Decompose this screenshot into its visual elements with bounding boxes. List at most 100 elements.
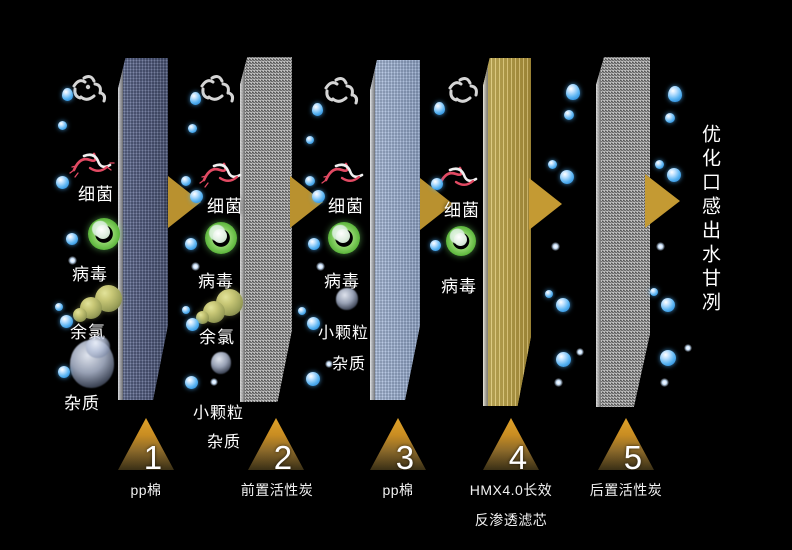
- fine-particle-icon: [336, 288, 358, 310]
- sparkle-icon: [554, 378, 563, 387]
- water-droplet-icon: [306, 136, 314, 144]
- water-droplet-icon: [566, 84, 580, 100]
- water-droplet-icon: [434, 102, 445, 115]
- sparkle-icon: [68, 256, 77, 265]
- filter-panel-1-pp-cotton: [118, 58, 168, 400]
- bacteria-icon: [318, 156, 370, 192]
- virus-icon: [446, 226, 476, 256]
- water-droplet-icon: [668, 86, 682, 102]
- label-virus: 病毒: [198, 272, 234, 291]
- sediment-icon: [64, 70, 114, 110]
- step-label-4-line1: HMX4.0长效: [469, 482, 553, 498]
- filter-panel-5-post-carbon: [596, 57, 650, 407]
- label-residual-chlorine: 余氯: [199, 328, 235, 347]
- sparkle-icon: [656, 242, 665, 251]
- outlet-slogan: 优化口感出水甘冽: [699, 124, 720, 316]
- panel-3-media-surface: [370, 60, 420, 400]
- step-marker-1[interactable]: 1: [118, 418, 174, 474]
- step-label-5: 后置活性炭: [589, 482, 663, 498]
- sparkle-icon: [660, 378, 669, 387]
- sparkle-icon: [551, 242, 560, 251]
- sediment-icon: [192, 70, 242, 110]
- step-number-5: 5: [623, 438, 643, 476]
- flow-arrow-5: [645, 174, 680, 228]
- water-droplet-icon: [190, 190, 203, 203]
- step-label-4-line2: 反渗透滤芯: [474, 512, 548, 528]
- water-droplet-icon: [306, 372, 320, 386]
- bacteria-icon: [66, 146, 118, 182]
- water-droplet-icon: [55, 303, 63, 311]
- water-droplet-icon: [181, 176, 191, 186]
- sparkle-icon: [210, 378, 218, 386]
- label-bacteria: 细菌: [207, 197, 243, 216]
- step-marker-4[interactable]: 4: [483, 418, 539, 474]
- water-droplet-icon: [430, 240, 441, 251]
- sparkle-icon: [684, 344, 692, 352]
- water-droplet-icon: [650, 288, 658, 296]
- label-bacteria: 细菌: [78, 185, 114, 204]
- water-droplet-icon: [298, 307, 306, 315]
- water-droplet-icon: [185, 238, 197, 250]
- panel-1-media-surface: [118, 58, 168, 400]
- water-droplet-icon: [190, 92, 201, 105]
- panel-4-edge: [483, 58, 488, 406]
- filter-panel-4-ro-membrane: [483, 58, 531, 406]
- virus-icon: [205, 222, 237, 254]
- water-droplet-icon: [660, 350, 676, 366]
- water-droplet-icon: [661, 298, 675, 312]
- fine-particle-icon: [211, 352, 231, 374]
- water-droplet-icon: [560, 170, 574, 184]
- label-virus: 病毒: [324, 272, 360, 291]
- water-droplet-icon: [312, 190, 325, 203]
- step-number-2: 2: [273, 438, 293, 476]
- panel-5-edge: [596, 57, 601, 407]
- panel-4-media-surface: [483, 58, 531, 406]
- water-droplet-icon: [58, 121, 67, 130]
- water-droplet-icon: [60, 315, 73, 328]
- panel-1-edge: [118, 58, 123, 400]
- sparkle-icon: [576, 348, 584, 356]
- filter-panel-3-pp-cotton: [370, 60, 420, 400]
- step-marker-3[interactable]: 3: [370, 418, 426, 474]
- step-label-3: pp棉: [382, 482, 414, 498]
- impurity-blob-icon: [86, 336, 110, 358]
- water-droplet-icon: [182, 306, 190, 314]
- step-label-2: 前置活性炭: [240, 482, 314, 498]
- water-droplet-icon: [667, 168, 681, 182]
- step-number-3: 3: [395, 438, 415, 476]
- water-droplet-icon: [665, 113, 675, 123]
- water-droplet-icon: [305, 176, 315, 186]
- filter-panel-2-pre-carbon: [240, 57, 292, 402]
- sediment-icon: [440, 72, 490, 112]
- water-droplet-icon: [308, 238, 320, 250]
- water-droplet-icon: [564, 110, 574, 120]
- water-droplet-icon: [185, 376, 198, 389]
- water-droplet-icon: [188, 124, 197, 133]
- bacteria-icon: [196, 156, 248, 192]
- water-droplet-icon: [66, 233, 78, 245]
- label-fine-particles-line2: 杂质: [332, 356, 367, 373]
- label-bacteria: 细菌: [328, 197, 364, 216]
- panel-5-media-surface: [596, 57, 650, 407]
- water-droplet-icon: [556, 298, 570, 312]
- step-marker-5[interactable]: 5: [598, 418, 654, 474]
- virus-icon: [88, 218, 120, 250]
- bacteria-icon: [432, 160, 484, 196]
- water-droplet-icon: [431, 178, 443, 190]
- residual-chlorine-icon: [196, 311, 209, 324]
- step-marker-2[interactable]: 2: [248, 418, 304, 474]
- water-droplet-icon: [58, 366, 70, 378]
- water-droplet-icon: [62, 88, 73, 101]
- residual-chlorine-icon: [73, 308, 87, 322]
- water-droplet-icon: [545, 290, 553, 298]
- sediment-icon: [316, 72, 366, 112]
- water-droplet-icon: [312, 103, 323, 116]
- water-droplet-icon: [307, 317, 320, 330]
- step-number-1: 1: [143, 438, 163, 476]
- sparkle-icon: [191, 262, 200, 271]
- water-droplet-icon: [655, 160, 664, 169]
- water-droplet-icon: [186, 318, 199, 331]
- step-label-1: pp棉: [130, 482, 162, 498]
- sparkle-icon: [316, 262, 325, 271]
